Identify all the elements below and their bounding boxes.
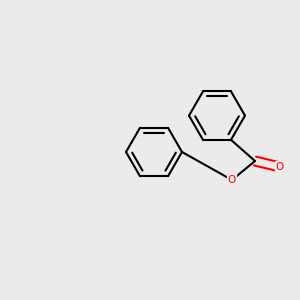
Text: O: O [276, 162, 284, 172]
Text: O: O [228, 175, 236, 185]
